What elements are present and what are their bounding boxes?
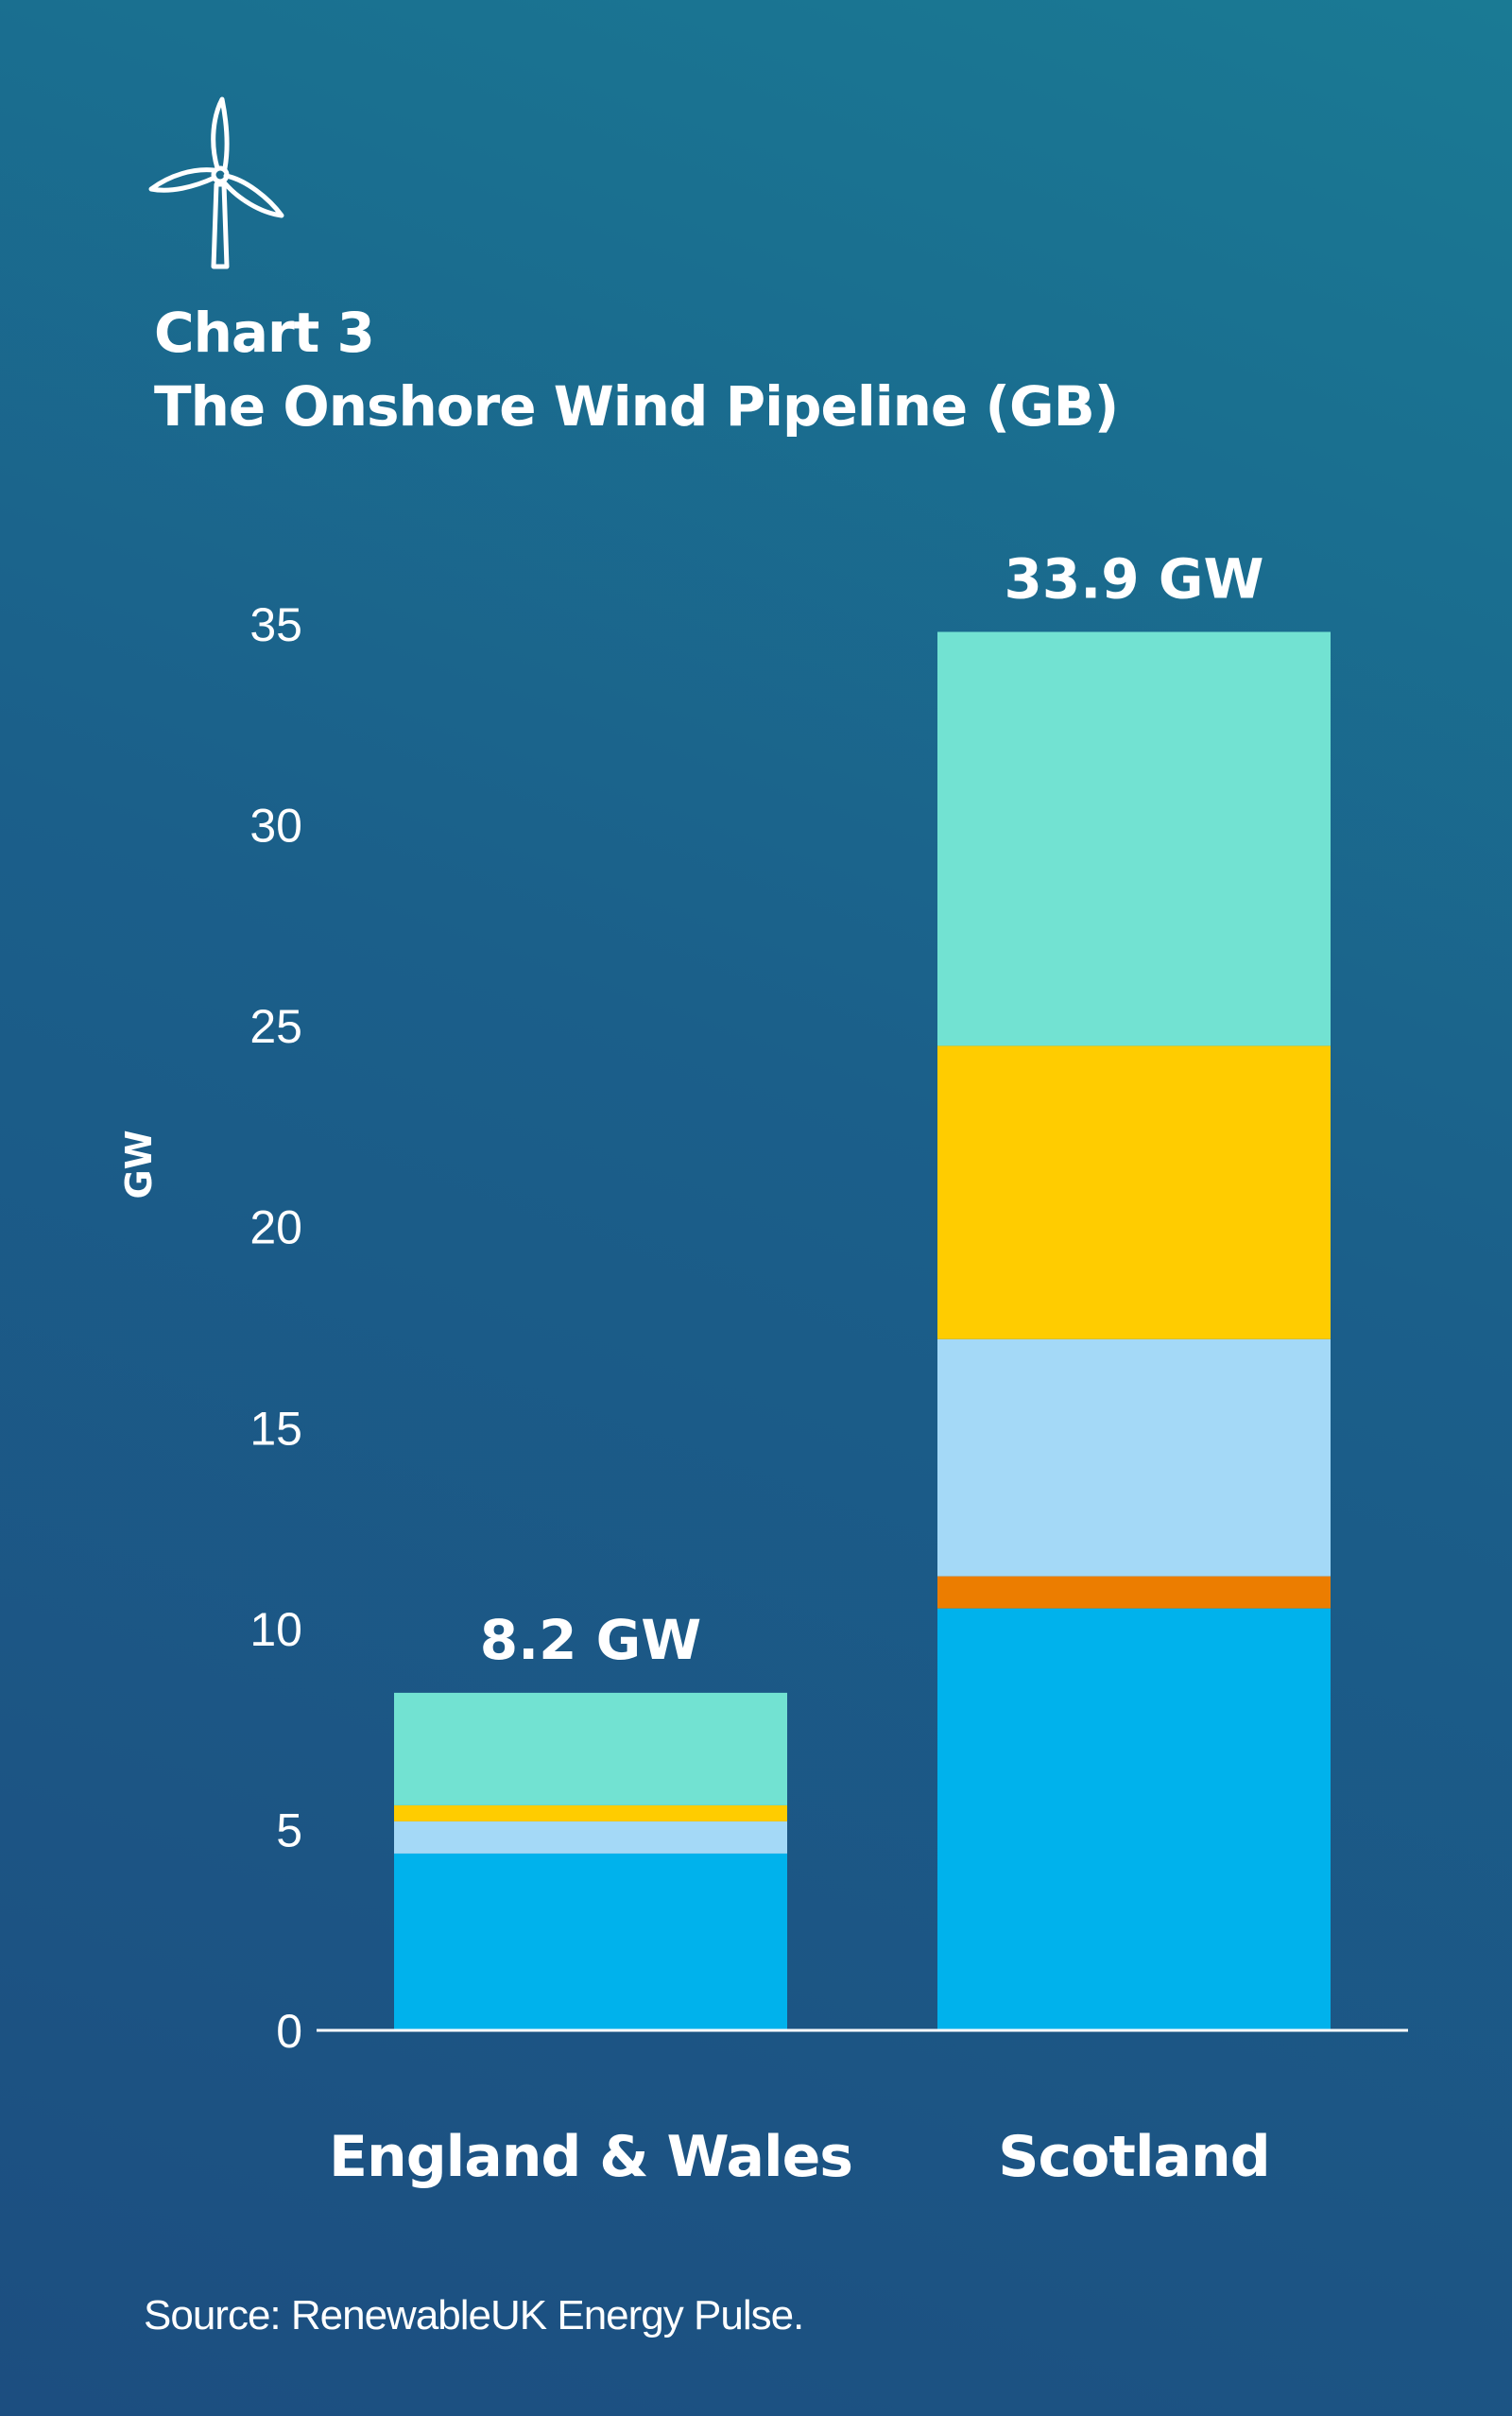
bar-total-label: 8.2 GW <box>480 1608 702 1672</box>
y-tick-label: 15 <box>249 1402 302 1455</box>
y-tick-label: 20 <box>249 1201 302 1254</box>
chart-title: The Onshore Wind Pipeline (GB) <box>154 374 1119 439</box>
y-tick-label: 10 <box>249 1603 302 1656</box>
bar-segment <box>937 1576 1331 1609</box>
bar-total-labels: 8.2 GW 33.9 GW <box>480 547 1264 1672</box>
y-tick-label: 25 <box>249 1000 302 1053</box>
bar-segment <box>937 1338 1331 1577</box>
x-axis-ticks: England & Wales Scotland <box>329 2124 1271 2190</box>
x-category-label: England & Wales <box>329 2124 852 2190</box>
y-tick-label: 0 <box>276 2005 302 2058</box>
bar-segment <box>937 631 1331 1046</box>
x-category-label: Scotland <box>998 2124 1269 2190</box>
bar-total-label: 33.9 GW <box>1005 547 1264 612</box>
bar-segment <box>394 1692 787 1805</box>
y-tick-label: 5 <box>276 1803 302 1856</box>
source-note: Source: RenewableUK Energy Pulse. <box>144 2292 804 2338</box>
y-axis-label: GW <box>118 1130 160 1199</box>
chart-number: Chart 3 <box>154 301 375 365</box>
y-tick-label: 30 <box>249 800 302 853</box>
bar-segment <box>394 1804 787 1821</box>
bar-segment <box>937 1045 1331 1339</box>
bar-segment <box>394 1853 787 2030</box>
bars <box>394 631 1331 2030</box>
wind-turbine-icon <box>148 96 284 269</box>
y-axis-ticks: 0 5 10 15 20 25 30 35 <box>249 598 302 2058</box>
y-tick-label: 35 <box>249 598 302 651</box>
bar-segment <box>937 1608 1331 2030</box>
bar-segment <box>394 1821 787 1854</box>
